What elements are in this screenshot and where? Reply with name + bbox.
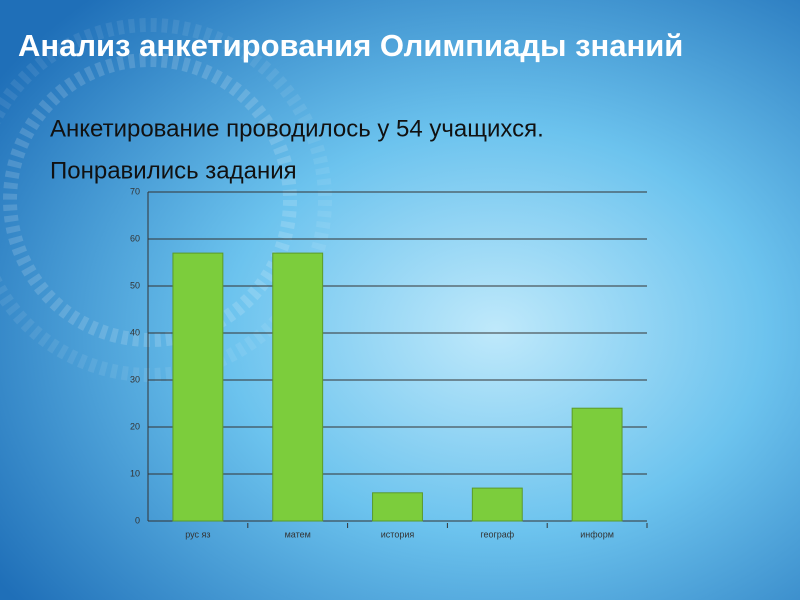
y-tick-label: 10 — [130, 468, 140, 478]
x-tick-label: история — [381, 529, 415, 539]
y-tick-label: 30 — [130, 374, 140, 384]
y-tick-label: 50 — [130, 280, 140, 290]
x-tick-label: информ — [580, 529, 614, 539]
y-tick-label: 40 — [130, 327, 140, 337]
bar — [372, 492, 423, 522]
decoration — [0, 18, 332, 382]
body-line: Понравились задания — [50, 157, 297, 184]
y-tick-label: 60 — [130, 233, 140, 243]
x-tick-label: матем — [285, 529, 311, 539]
bar — [571, 407, 623, 522]
y-tick-label: 20 — [130, 421, 140, 431]
bar — [172, 252, 224, 522]
x-tick-label: географ — [480, 529, 514, 539]
bar — [272, 252, 324, 522]
bar — [471, 487, 523, 522]
body-line: Анкетирование проводилось у 54 учащихся. — [50, 115, 544, 142]
x-tick-label: рус яз — [185, 529, 210, 539]
y-tick-label: 0 — [135, 515, 140, 525]
slide-title: Анализ анкетирования Олимпиады знаний — [18, 28, 683, 63]
y-tick-label: 70 — [130, 186, 140, 196]
